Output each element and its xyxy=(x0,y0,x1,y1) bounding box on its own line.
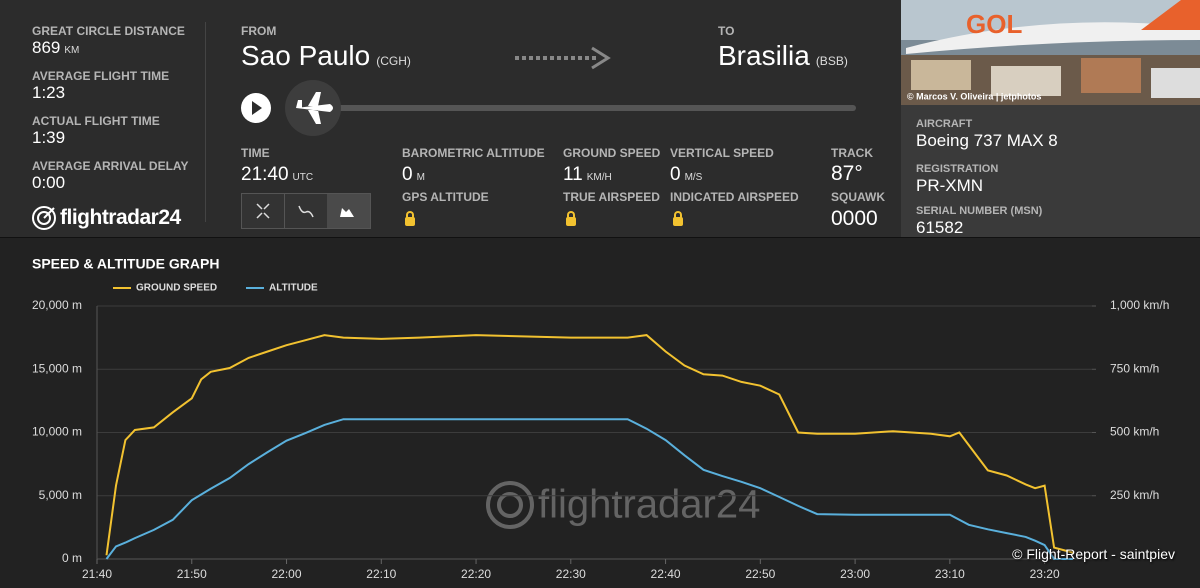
unit: M xyxy=(416,172,425,183)
photo-livery: GOL xyxy=(966,9,1022,39)
legend-label: GROUND SPEED xyxy=(136,283,217,294)
progress xyxy=(241,80,856,136)
x-tick-label: 22:30 xyxy=(556,567,586,581)
aircraft-value: PR-XMN xyxy=(916,176,984,195)
aircraft-value: 61582 xyxy=(916,218,964,237)
photo-credit: © Marcos V. Oliveira | jetphotos xyxy=(907,91,1041,101)
view-toggle xyxy=(241,193,371,229)
aircraft-label: SERIAL NUMBER (MSN) xyxy=(916,205,1043,217)
aircraft-label: REGISTRATION xyxy=(916,163,999,175)
x-tick-label: 21:40 xyxy=(82,567,112,581)
toggle-icons[interactable] xyxy=(242,194,370,228)
to: Brasilia (BSB) xyxy=(718,40,848,72)
x-tick-label: 22:00 xyxy=(272,567,302,581)
info-label: GROUND SPEED xyxy=(563,146,661,160)
play-button[interactable] xyxy=(241,93,271,123)
sep xyxy=(284,194,285,228)
aircraft-label: AIRCRAFT xyxy=(916,118,973,130)
lock-icon xyxy=(405,211,415,226)
watermark-icon xyxy=(486,481,534,529)
stat-label: GREAT CIRCLE DISTANCE xyxy=(32,24,185,38)
to-code: (BSB) xyxy=(815,54,848,68)
watermark-icon xyxy=(497,492,523,518)
locked-label: INDICATED AIRSPEED xyxy=(670,190,799,204)
locked-label: TRUE AIRSPEED xyxy=(563,190,660,204)
logo-icon xyxy=(32,206,56,230)
x-tick-label: 23:20 xyxy=(1030,567,1060,581)
y2-tick-label: 750 km/h xyxy=(1110,361,1159,375)
y2-tick-label: 250 km/h xyxy=(1110,488,1159,502)
info-value: 11 KM/H xyxy=(563,164,612,186)
x-tick-label: 21:50 xyxy=(177,567,207,581)
stat-label: AVERAGE ARRIVAL DELAY xyxy=(32,159,189,173)
from-city: Sao Paulo xyxy=(241,40,371,71)
stat-label: AVERAGE FLIGHT TIME xyxy=(32,69,170,83)
value: 869 xyxy=(32,38,61,57)
aircraft-value: Boeing 737 MAX 8 xyxy=(916,131,1058,150)
logo: flightradar24 xyxy=(60,206,181,229)
chart: SPEED & ALTITUDE GRAPH flightradar24 0 m 5… xyxy=(32,256,1169,581)
x-tick-label: 22:40 xyxy=(651,567,681,581)
info-label: BAROMETRIC ALTITUDE xyxy=(402,146,545,160)
y2-tick-label: 1,000 km/h xyxy=(1110,298,1169,312)
x-tick-label: 22:20 xyxy=(461,567,491,581)
route-arrow xyxy=(515,46,611,70)
x-tick-label: 23:10 xyxy=(935,567,965,581)
from-code: (CGH) xyxy=(376,54,411,68)
lock-icon xyxy=(566,211,576,226)
value: 0 xyxy=(402,164,413,185)
stat-value: 1:39 xyxy=(32,128,66,147)
stat-value: 0:00 xyxy=(32,173,66,192)
info-label: TIME xyxy=(241,146,270,160)
legend-label: ALTITUDE xyxy=(269,283,318,294)
stat-value: 869 KM xyxy=(32,38,79,58)
info-value: 0 M/S xyxy=(670,164,702,186)
unit: KM xyxy=(64,45,80,56)
value: 21:40 xyxy=(241,164,289,185)
aircraft-photo: GOL © Marcos V. Oliveira | jetphotos xyxy=(901,0,1200,105)
copyright: © Flight-Report - saintpiev xyxy=(1012,546,1175,562)
to-label: TO xyxy=(718,24,735,38)
aircraft-panel: GOL © Marcos V. Oliveira | jetphotos AIR… xyxy=(901,0,1200,237)
stat-label: ACTUAL FLIGHT TIME xyxy=(32,114,160,128)
info-value: 87° xyxy=(831,162,863,185)
from-label: FROM xyxy=(241,24,277,38)
value: 0 xyxy=(670,164,681,185)
to-city: Brasilia xyxy=(718,40,810,71)
x-tick-label: 23:00 xyxy=(840,567,870,581)
y-tick-label: 0 m xyxy=(62,551,82,565)
x-tick-label: 22:50 xyxy=(745,567,775,581)
y2-tick-label: 500 km/h xyxy=(1110,425,1159,439)
series-line xyxy=(105,334,1074,556)
x-tick-label: 22:10 xyxy=(366,567,396,581)
info-label: VERTICAL SPEED xyxy=(670,146,774,160)
from: Sao Paulo (CGH) xyxy=(241,40,411,72)
locked-label: GPS ALTITUDE xyxy=(402,190,489,204)
squawk-label: SQUAWK xyxy=(831,190,885,204)
flight-panel: GREAT CIRCLE DISTANCE 869 KM AVERAGE FLIG… xyxy=(0,0,1200,238)
stat-value: 1:23 xyxy=(32,83,66,102)
lock-icon xyxy=(673,211,683,226)
divider xyxy=(205,22,206,222)
y-tick-label: 5,000 m xyxy=(39,488,82,502)
unit: KM/H xyxy=(586,172,612,183)
info-value: 21:40 UTC xyxy=(241,164,313,186)
unit: UTC xyxy=(292,172,314,183)
squawk-value: 0000 xyxy=(831,207,878,230)
value: 11 xyxy=(563,164,583,185)
info-label: TRACK xyxy=(831,146,873,160)
y-tick-label: 15,000 m xyxy=(32,361,82,375)
watermark: flightradar24 xyxy=(538,483,760,527)
y-tick-label: 10,000 m xyxy=(32,425,82,439)
unit: M/S xyxy=(684,172,703,183)
series-line xyxy=(105,418,1073,560)
y-tick-label: 20,000 m xyxy=(32,298,82,312)
chart-title: SPEED & ALTITUDE GRAPH xyxy=(32,256,219,272)
